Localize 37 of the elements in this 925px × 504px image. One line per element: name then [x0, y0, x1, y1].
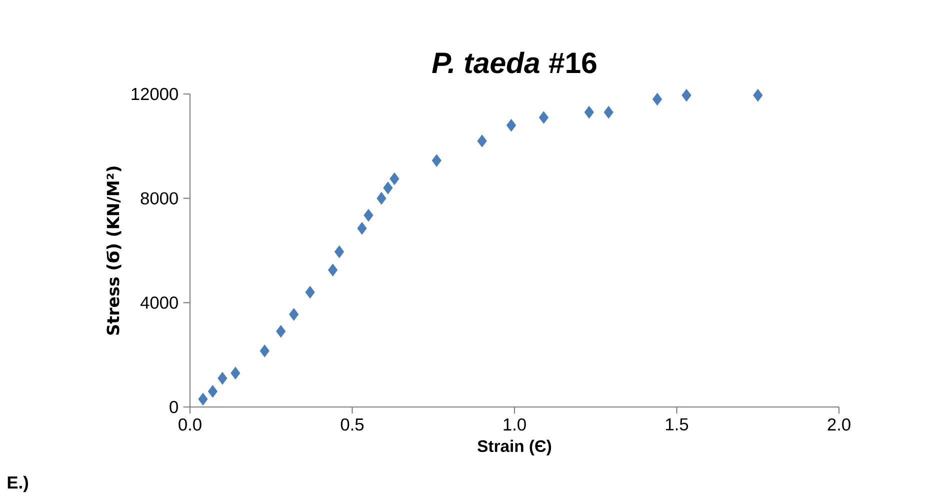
- point: [230, 366, 240, 380]
- point: [198, 392, 208, 406]
- point: [376, 192, 386, 205]
- y-tick-label: 12000: [132, 88, 178, 100]
- x-tick-label: 2.0: [828, 418, 850, 431]
- x-tick-label: 1.0: [504, 418, 526, 431]
- point: [584, 106, 594, 119]
- point: [289, 308, 299, 321]
- point: [276, 325, 286, 338]
- y-tick-label: 4000: [140, 296, 178, 309]
- x-axis-title: Strain (Є): [478, 440, 552, 456]
- x-tick-label: 0.0: [178, 418, 202, 431]
- point: [383, 182, 393, 194]
- x-tick-label: 1.5: [666, 418, 688, 430]
- point: [538, 111, 548, 124]
- point: [390, 172, 400, 186]
- point: [364, 209, 374, 222]
- chart-title: P. taeda #16: [432, 52, 596, 74]
- point: [432, 154, 442, 167]
- point: [477, 134, 487, 148]
- point: [604, 106, 614, 119]
- point: [357, 222, 367, 235]
- point: [208, 385, 218, 398]
- point: [682, 89, 692, 102]
- y-tick-label: 0: [170, 400, 178, 414]
- point: [305, 286, 315, 298]
- point: [753, 89, 763, 102]
- point: [506, 119, 516, 132]
- y-tick-label: 8000: [140, 192, 178, 204]
- text: E.): [8, 476, 28, 492]
- x-tick-label: 0.5: [340, 418, 364, 431]
- y-axis-title: Stress (Ϭ) (KN/M²): [106, 166, 122, 335]
- point: [328, 264, 338, 276]
- point: [218, 372, 228, 385]
- point: [652, 92, 662, 106]
- point: [260, 344, 270, 358]
- point: [334, 246, 344, 258]
